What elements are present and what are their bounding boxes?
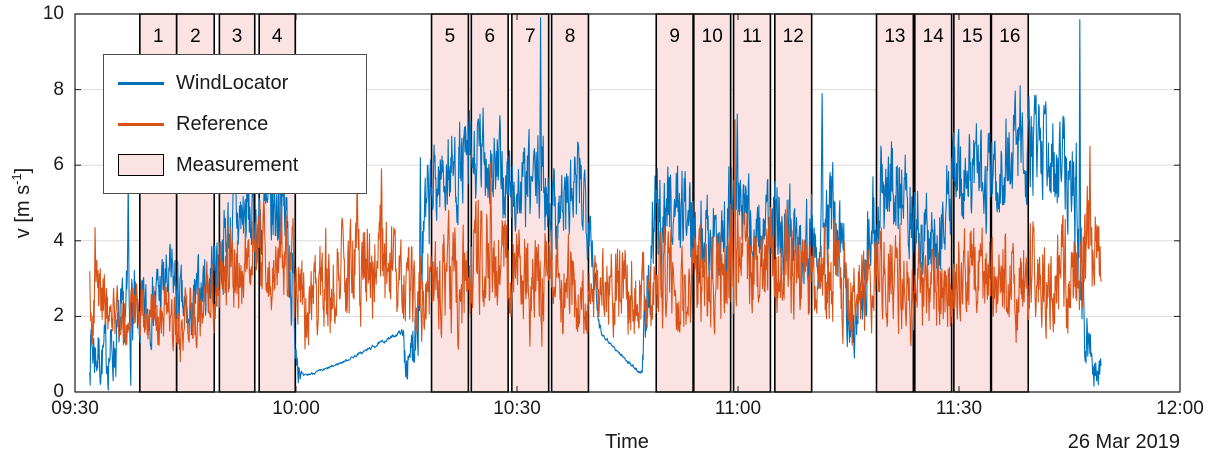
legend: WindLocator Reference Measurement <box>103 54 367 194</box>
legend-entry-measurement: Measurement <box>118 149 350 181</box>
windlocator-line-swatch <box>118 81 164 85</box>
legend-entry-windlocator: WindLocator <box>118 67 350 99</box>
measurement-patch-swatch <box>118 154 164 176</box>
legend-label-measurement: Measurement <box>176 153 299 176</box>
legend-entry-reference: Reference <box>118 108 350 140</box>
legend-label-reference: Reference <box>176 112 269 135</box>
legend-label-windlocator: WindLocator <box>176 71 289 94</box>
reference-line-swatch <box>118 122 164 126</box>
